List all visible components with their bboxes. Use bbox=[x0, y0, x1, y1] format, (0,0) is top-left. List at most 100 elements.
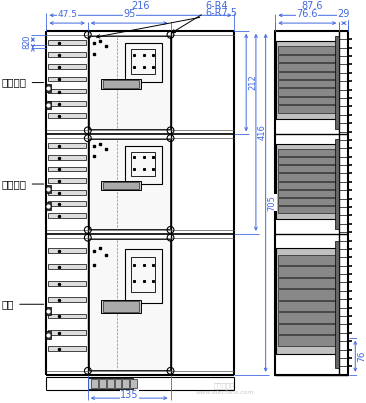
Text: 212: 212 bbox=[248, 75, 257, 90]
Text: 6-R7.5: 6-R7.5 bbox=[97, 8, 237, 38]
Text: 705: 705 bbox=[268, 195, 277, 211]
Text: 29: 29 bbox=[338, 9, 350, 19]
Bar bbox=[278, 289, 336, 300]
Bar bbox=[278, 55, 336, 62]
Bar bbox=[123, 379, 130, 388]
Bar bbox=[48, 40, 86, 45]
Bar bbox=[89, 239, 169, 370]
Bar bbox=[45, 185, 51, 193]
Text: 6-R4: 6-R4 bbox=[172, 0, 228, 33]
Bar bbox=[278, 97, 336, 104]
Bar bbox=[48, 155, 86, 160]
Bar bbox=[45, 102, 51, 109]
Bar bbox=[335, 241, 339, 368]
Bar bbox=[48, 314, 86, 318]
Text: 95: 95 bbox=[123, 9, 135, 19]
Bar bbox=[278, 149, 336, 156]
Bar bbox=[48, 101, 86, 106]
Bar bbox=[130, 379, 137, 388]
Text: 216: 216 bbox=[131, 1, 150, 11]
Text: 47.5: 47.5 bbox=[57, 10, 77, 19]
Bar bbox=[101, 181, 141, 190]
Bar bbox=[125, 43, 162, 82]
Text: 135: 135 bbox=[120, 390, 138, 400]
Bar bbox=[48, 248, 86, 253]
Bar bbox=[278, 190, 336, 197]
Bar bbox=[107, 379, 113, 388]
Bar bbox=[278, 165, 336, 172]
Bar bbox=[131, 257, 155, 292]
Bar bbox=[103, 81, 139, 88]
Bar bbox=[45, 331, 51, 339]
Bar bbox=[115, 379, 122, 388]
Bar bbox=[45, 202, 51, 210]
Bar bbox=[278, 206, 336, 213]
Bar bbox=[278, 255, 336, 266]
Bar bbox=[48, 264, 86, 269]
Bar bbox=[48, 166, 86, 171]
Bar bbox=[278, 301, 336, 311]
Bar bbox=[278, 324, 336, 334]
Bar bbox=[48, 77, 86, 81]
Bar bbox=[99, 379, 106, 388]
Bar bbox=[103, 301, 139, 312]
Bar bbox=[276, 41, 338, 119]
Bar bbox=[131, 49, 155, 75]
Bar bbox=[276, 144, 338, 219]
Bar bbox=[103, 182, 139, 189]
Text: 卷取: 卷取 bbox=[2, 299, 44, 309]
Bar bbox=[88, 378, 133, 389]
Text: 76: 76 bbox=[357, 351, 366, 362]
Bar bbox=[278, 335, 336, 346]
Bar bbox=[125, 249, 162, 303]
Bar bbox=[278, 105, 336, 112]
Text: 下层送经: 下层送经 bbox=[2, 179, 44, 189]
Bar bbox=[278, 312, 336, 323]
Bar bbox=[48, 89, 86, 93]
Bar bbox=[275, 31, 348, 375]
Bar bbox=[48, 280, 86, 286]
Text: www.elecfans.com: www.elecfans.com bbox=[195, 390, 254, 395]
Bar bbox=[48, 178, 86, 183]
Bar bbox=[101, 79, 141, 89]
Bar bbox=[278, 80, 336, 87]
Text: 87.6: 87.6 bbox=[301, 1, 323, 11]
Text: 上层送经: 上层送经 bbox=[2, 78, 44, 87]
Bar bbox=[48, 143, 86, 148]
Bar bbox=[278, 72, 336, 79]
Bar bbox=[45, 307, 51, 315]
Bar bbox=[125, 146, 162, 184]
Bar bbox=[45, 84, 51, 91]
Bar bbox=[278, 63, 336, 71]
Bar bbox=[278, 88, 336, 96]
Bar bbox=[48, 52, 86, 57]
Bar bbox=[48, 113, 86, 118]
Bar bbox=[48, 190, 86, 195]
Bar bbox=[48, 347, 86, 351]
Text: 8: 8 bbox=[23, 44, 32, 49]
Bar bbox=[101, 300, 141, 313]
Bar bbox=[335, 36, 339, 129]
Bar bbox=[48, 297, 86, 302]
Bar bbox=[48, 64, 86, 69]
Bar bbox=[278, 157, 336, 164]
Bar bbox=[278, 278, 336, 288]
Bar bbox=[89, 139, 169, 229]
Bar bbox=[131, 152, 155, 177]
Text: 76.6: 76.6 bbox=[296, 9, 318, 19]
Text: 电子发烧友: 电子发烧友 bbox=[214, 383, 235, 389]
Bar bbox=[278, 173, 336, 181]
Text: 20: 20 bbox=[23, 34, 32, 45]
Bar bbox=[278, 266, 336, 277]
Bar bbox=[335, 139, 339, 229]
Bar bbox=[89, 36, 169, 129]
Bar bbox=[48, 202, 86, 206]
Bar bbox=[278, 46, 336, 54]
Bar bbox=[278, 181, 336, 189]
Text: 416: 416 bbox=[258, 125, 267, 140]
Bar bbox=[278, 198, 336, 205]
Bar bbox=[48, 213, 86, 218]
Bar bbox=[91, 379, 98, 388]
Bar bbox=[48, 330, 86, 335]
Bar bbox=[276, 248, 338, 353]
